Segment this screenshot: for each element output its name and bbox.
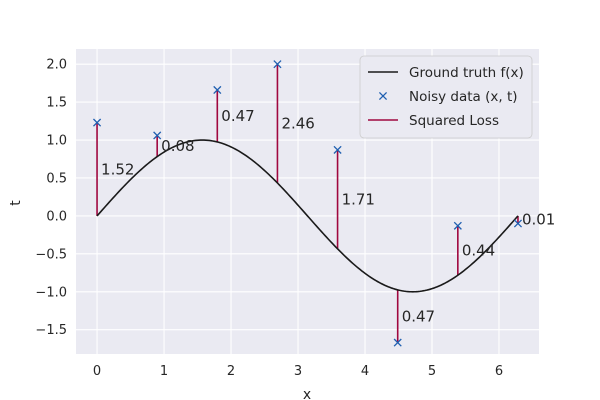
y-tick-label: −1.5	[35, 323, 67, 338]
x-tick-label: 1	[160, 364, 168, 379]
noisy-data-markers	[92, 60, 523, 347]
loss-labels: 1.52 0.08 0.47 2.46 1.71 0.47 0.44 0.01	[101, 107, 555, 325]
data-point-marker	[273, 60, 282, 69]
y-tick-label: −1.0	[35, 285, 67, 300]
y-axis-label: t	[8, 200, 24, 206]
legend: Ground truth f(x) Noisy data (x, t) Squa…	[359, 55, 533, 139]
x-axis-label: x	[303, 387, 311, 400]
loss-label: 1.52	[101, 160, 134, 178]
data-point-marker	[513, 219, 523, 228]
legend-box	[359, 55, 533, 139]
x-tick-label: 5	[428, 364, 436, 379]
x-tick-labels: 0 1 2 3 4 5 6	[93, 364, 503, 379]
y-tick-label: 1.5	[46, 96, 67, 111]
data-point-marker	[453, 221, 462, 230]
loss-label: 2.46	[281, 115, 314, 133]
loss-label: 0.47	[221, 107, 254, 125]
loss-label: 0.08	[161, 137, 194, 155]
x-tick-label: 4	[361, 364, 369, 379]
data-point-marker	[213, 85, 222, 95]
data-point-marker	[92, 118, 102, 127]
legend-noisy-data-swatch	[378, 91, 388, 101]
y-tick-label: −0.5	[35, 247, 67, 262]
y-tick-label: 0.0	[46, 209, 67, 224]
loss-label: 0.44	[462, 242, 495, 260]
data-point-marker	[333, 145, 342, 154]
loss-lines	[96, 64, 519, 343]
loss-label: 0.01	[522, 211, 555, 229]
x-tick-label: 2	[227, 364, 235, 379]
x-tick-label: 3	[294, 364, 302, 379]
loss-label: 0.47	[402, 307, 435, 325]
legend-ground-truth-label: Ground truth f(x)	[409, 65, 524, 81]
legend-squared-loss-label: Squared Loss	[409, 113, 499, 129]
legend-noisy-data-label: Noisy data (x, t)	[409, 89, 518, 105]
y-tick-label: 0.5	[46, 171, 67, 186]
ground-truth-curve	[96, 139, 519, 293]
y-tick-labels: −1.5 −1.0 −0.5 0.0 0.5 1.0 1.5 2.0	[35, 58, 67, 339]
data-point-marker	[393, 338, 402, 347]
y-tick-label: 1.0	[46, 134, 67, 149]
x-tick-label: 6	[495, 364, 503, 379]
loss-label: 1.71	[342, 190, 375, 208]
data-point-marker	[153, 131, 162, 140]
y-tick-label: 2.0	[46, 58, 67, 73]
x-tick-label: 0	[93, 364, 101, 379]
